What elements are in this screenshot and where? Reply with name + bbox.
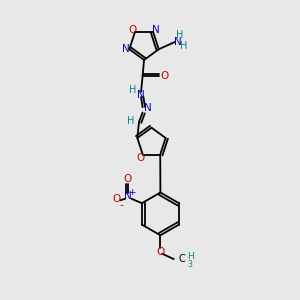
- Text: -: -: [120, 201, 124, 211]
- Text: O: O: [136, 153, 145, 163]
- Text: 3: 3: [188, 260, 193, 269]
- Text: H: H: [129, 85, 136, 95]
- Text: N: N: [144, 103, 152, 113]
- Text: O: O: [160, 71, 168, 81]
- Text: O: O: [156, 247, 164, 256]
- Text: H: H: [127, 116, 134, 126]
- Text: +: +: [128, 188, 135, 197]
- Text: C: C: [179, 254, 185, 264]
- Text: N: N: [137, 90, 145, 100]
- Text: N: N: [174, 37, 182, 47]
- Text: H: H: [180, 41, 188, 51]
- Text: H: H: [187, 252, 194, 261]
- Text: H: H: [176, 30, 183, 40]
- Text: O: O: [128, 26, 137, 35]
- Text: O: O: [124, 174, 132, 184]
- Text: N: N: [152, 26, 159, 35]
- Text: N: N: [124, 191, 131, 201]
- Text: O: O: [112, 194, 121, 204]
- Text: N: N: [122, 44, 130, 54]
